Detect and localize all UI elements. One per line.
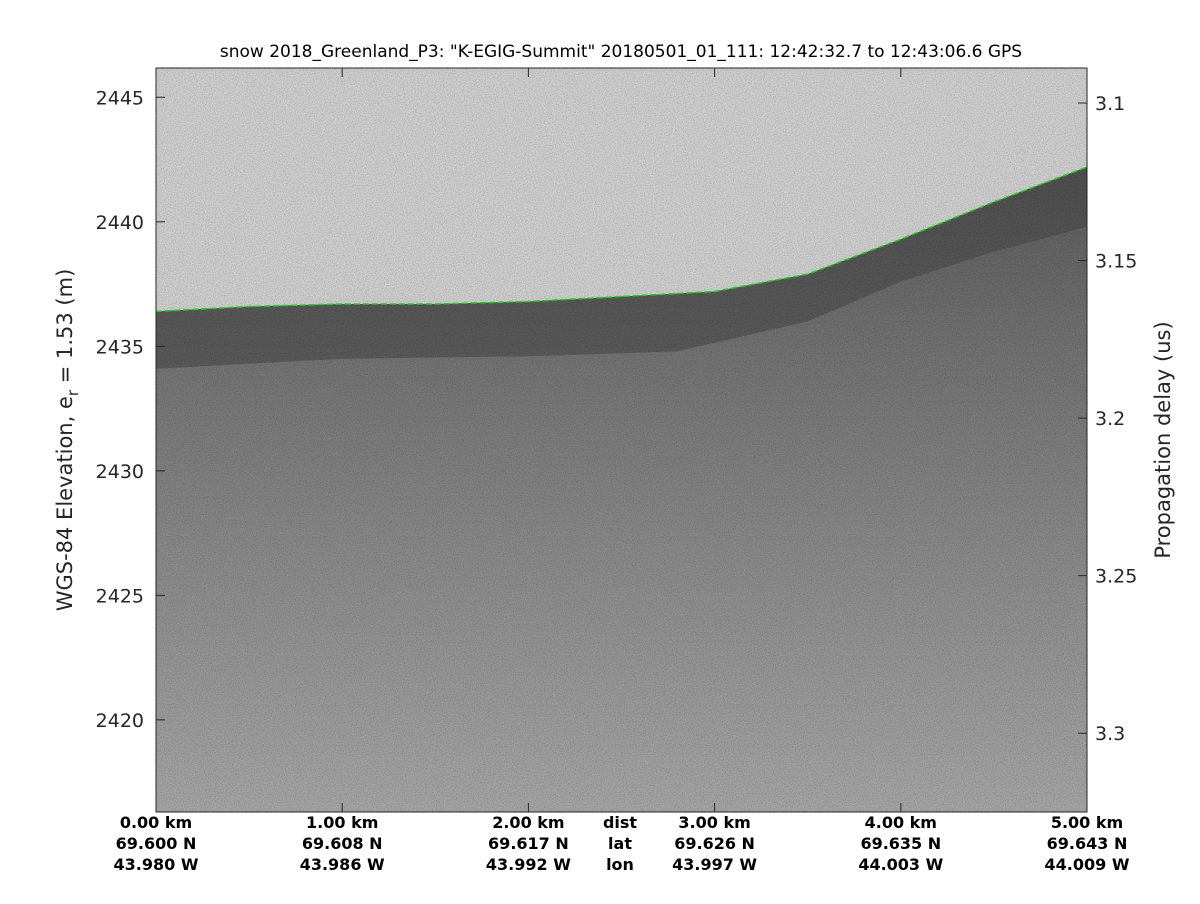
x-lat-label: 69.608 N: [302, 834, 383, 853]
x-lon-label: 43.997 W: [672, 855, 757, 874]
x-lon-label: 44.003 W: [858, 855, 943, 874]
x-lat-label: 69.600 N: [116, 834, 197, 853]
x-dist-label: 1.00 km: [306, 813, 378, 832]
plot-frame: [155, 67, 1088, 813]
x-lat-label: 69.643 N: [1047, 834, 1128, 853]
y-right-tick-label: 3.25: [1095, 566, 1137, 588]
x-lat-label: 69.626 N: [674, 834, 755, 853]
x-dist-label: 2.00 km: [492, 813, 564, 832]
y-left-tick-label: 2435: [96, 336, 144, 358]
x-dist-label: 4.00 km: [865, 813, 937, 832]
y-left-tick-label: 2420: [96, 710, 144, 732]
x-lon-label: 43.980 W: [114, 855, 199, 874]
x-dist-label: 0.00 km: [120, 813, 192, 832]
y-left-tick-label: 2445: [96, 87, 144, 109]
x-lat-label: 69.617 N: [488, 834, 569, 853]
x-dist-label: 3.00 km: [678, 813, 750, 832]
x-row-label-lat: lat: [608, 834, 632, 853]
y-right-tick-label: 3.15: [1095, 251, 1137, 273]
y-right-tick-label: 3.1: [1095, 93, 1125, 115]
y-axis-left-label: WGS-84 Elevation, er = 1.53 (m): [53, 269, 82, 612]
x-lat-label: 69.635 N: [860, 834, 941, 853]
x-lon-label: 43.992 W: [486, 855, 571, 874]
y-left-tick-label: 2430: [96, 461, 144, 483]
y-right-tick-label: 3.2: [1095, 408, 1125, 430]
x-row-label-dist: dist: [603, 813, 637, 832]
x-dist-label: 5.00 km: [1051, 813, 1123, 832]
x-row-label-lon: lon: [606, 855, 634, 874]
x-lon-label: 43.986 W: [300, 855, 385, 874]
chart-title: snow 2018_Greenland_P3: "K-EGIG-Summit" …: [220, 42, 1022, 62]
x-lon-label: 44.009 W: [1045, 855, 1130, 874]
y-left-tick-label: 2440: [96, 212, 144, 234]
surface-line: [155, 166, 1088, 313]
y-left-tick-label: 2425: [96, 585, 144, 607]
y-right-tick-label: 3.3: [1095, 723, 1125, 745]
y-axis-right-label: Propagation delay (us): [1151, 321, 1175, 558]
echogram-image: [156, 68, 1087, 812]
